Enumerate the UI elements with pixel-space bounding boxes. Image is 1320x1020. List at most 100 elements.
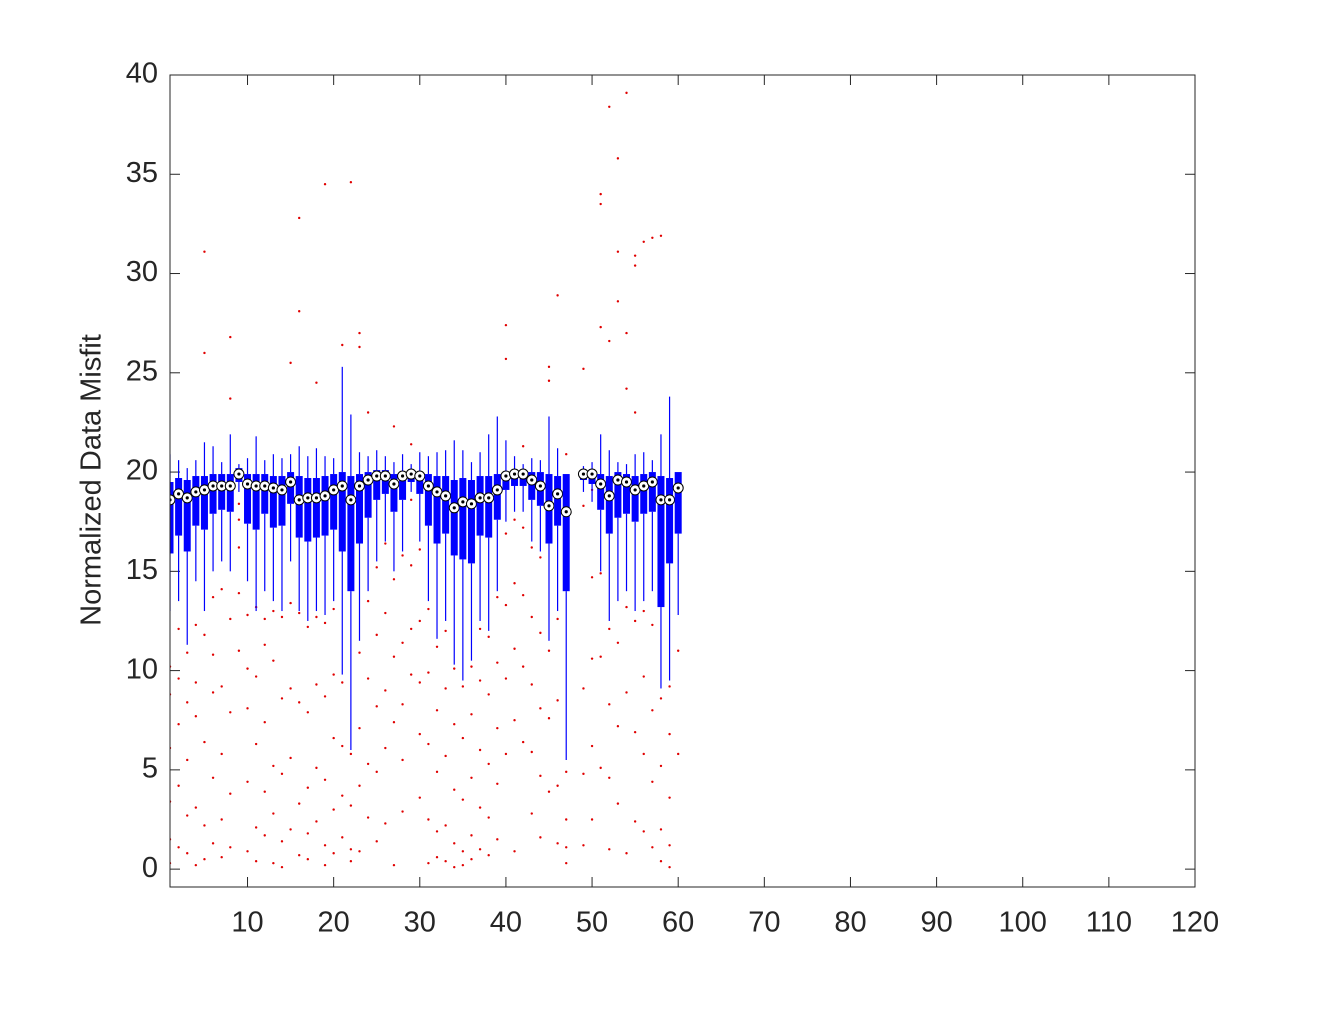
outlier xyxy=(341,794,344,797)
box xyxy=(666,478,674,564)
median-dot xyxy=(461,500,465,504)
box xyxy=(424,474,432,526)
outlier xyxy=(513,518,516,521)
outlier xyxy=(676,752,680,756)
outlier xyxy=(203,633,206,637)
outlier xyxy=(220,818,223,821)
outlier xyxy=(220,685,223,688)
outlier xyxy=(521,740,525,744)
x-tick-label: 80 xyxy=(834,907,866,939)
outlier xyxy=(668,844,671,847)
outlier xyxy=(470,834,473,837)
outlier xyxy=(272,764,275,768)
outlier xyxy=(547,379,551,382)
outlier xyxy=(341,343,344,347)
outlier xyxy=(280,865,284,869)
outlier xyxy=(237,502,241,506)
outlier xyxy=(203,824,206,827)
box xyxy=(175,478,183,536)
outlier xyxy=(298,611,301,615)
outlier xyxy=(582,844,585,847)
median-dot xyxy=(487,496,491,500)
y-axis-label: Normalized Data Misfit xyxy=(76,334,108,626)
box xyxy=(459,478,467,560)
median-dot xyxy=(495,488,499,492)
y-tick-label: 40 xyxy=(126,58,158,90)
outlier xyxy=(177,846,180,849)
median-dot xyxy=(633,488,637,492)
box xyxy=(476,476,484,536)
outlier xyxy=(659,764,663,768)
y-tick-label: 30 xyxy=(126,256,158,288)
outlier xyxy=(332,852,335,855)
outlier xyxy=(444,824,447,827)
outlier xyxy=(401,810,404,813)
outlier xyxy=(659,234,663,238)
outlier xyxy=(642,240,645,243)
outlier xyxy=(427,861,430,865)
outlier xyxy=(478,806,482,809)
outlier xyxy=(504,357,508,361)
outlier xyxy=(280,772,284,776)
outlier xyxy=(332,736,335,740)
outlier xyxy=(254,742,258,746)
outlier xyxy=(668,685,671,688)
median-dot xyxy=(271,486,275,490)
median-dot xyxy=(409,472,413,476)
x-tick-label: 10 xyxy=(231,907,263,939)
outlier xyxy=(556,699,559,702)
outlier xyxy=(668,865,671,869)
outlier xyxy=(418,619,421,623)
outlier xyxy=(298,310,301,313)
median-dot xyxy=(220,484,224,488)
outlier xyxy=(315,381,318,384)
outlier xyxy=(315,820,318,823)
outlier xyxy=(306,625,310,629)
outlier xyxy=(203,858,206,861)
median-dot xyxy=(624,480,629,484)
y-tick-label: 20 xyxy=(126,455,158,487)
median-dot xyxy=(512,472,517,476)
outlier xyxy=(521,593,525,597)
outlier xyxy=(435,709,439,712)
outlier xyxy=(547,365,551,369)
median-dot xyxy=(263,484,267,488)
outlier xyxy=(220,856,223,859)
outlier xyxy=(401,703,404,706)
outlier xyxy=(530,546,533,549)
outlier xyxy=(539,556,542,559)
box xyxy=(562,474,570,592)
median-dot xyxy=(306,496,310,500)
median-dot xyxy=(642,484,646,488)
outlier xyxy=(375,633,378,637)
outlier xyxy=(366,762,370,766)
y-tick-label: 25 xyxy=(126,355,158,387)
outlier xyxy=(565,770,568,774)
median-dot xyxy=(616,478,620,482)
outlier xyxy=(220,588,223,591)
outlier xyxy=(651,846,654,849)
outlier xyxy=(625,852,628,855)
outlier xyxy=(556,617,559,621)
outlier xyxy=(556,842,559,845)
outlier xyxy=(203,351,206,355)
median-dot xyxy=(607,494,611,498)
box xyxy=(364,472,372,518)
outlier xyxy=(504,752,508,756)
outlier xyxy=(539,631,542,635)
outlier xyxy=(651,623,654,627)
outlier xyxy=(401,554,404,557)
outlier xyxy=(177,723,180,726)
outlier xyxy=(435,856,439,859)
median-dot xyxy=(177,492,181,496)
box xyxy=(442,476,450,534)
outlier xyxy=(633,730,637,734)
outlier xyxy=(315,683,318,686)
outlier xyxy=(272,609,275,613)
box xyxy=(183,480,191,552)
y-tick-label: 5 xyxy=(142,753,158,785)
outlier xyxy=(332,808,335,811)
outlier xyxy=(633,820,637,823)
outlier xyxy=(289,828,292,831)
box xyxy=(631,476,639,522)
